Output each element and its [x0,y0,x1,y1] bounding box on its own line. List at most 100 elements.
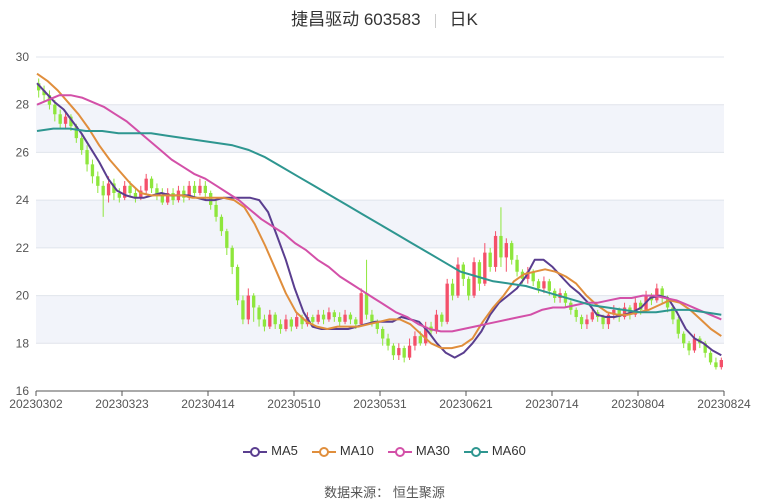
candle-body [209,192,213,205]
candle-body [246,295,250,320]
candle-body [139,190,143,198]
candle-body [708,352,713,363]
candle [402,345,406,363]
candle-body [235,266,240,301]
candle-body [477,262,482,284]
candle-body [230,247,234,267]
candle-body [295,317,299,327]
y-tick-label: 18 [16,336,30,350]
candle [343,309,347,325]
data-source-label: 数据来源： [324,485,390,500]
candle-body [703,343,707,353]
candle-body [719,359,723,368]
candle [461,262,465,287]
candle [359,288,363,327]
candle [467,276,471,301]
candle [708,350,713,365]
candle-body [96,176,100,186]
candle-body [434,314,439,332]
legend-label: MA5 [271,443,298,458]
candle [37,78,41,98]
candle-body [504,243,508,258]
legend-item-ma30[interactable]: MA30 [387,443,450,458]
candle [85,145,89,172]
candle-body [128,185,132,193]
candle [488,247,492,272]
candle [166,188,170,205]
candle-body [219,216,224,232]
candle [112,178,116,201]
candle-body [483,252,487,284]
legend-label: MA30 [415,443,450,458]
candle-body [187,185,191,198]
candle [80,133,84,155]
x-tick-label: 20230302 [9,397,63,411]
chart-title: 捷昌驱动 603583 日K [0,5,769,30]
candle-body [370,314,374,322]
candle-body [531,271,535,282]
y-tick-label: 16 [16,384,30,398]
candle [252,293,256,322]
candle-body [300,317,304,325]
candle-body [601,317,605,325]
candle [585,314,589,329]
candle-body [499,235,503,258]
candle [622,302,627,320]
candle [606,312,611,329]
candle-body [278,324,283,329]
candle-body [182,190,186,198]
candle-body [488,252,492,267]
candle-body [268,314,272,327]
candle [510,240,514,265]
candle [295,312,299,329]
candle [671,305,675,325]
candle-body [155,188,159,196]
candle [262,314,267,332]
candle [456,257,460,298]
candle-body [542,281,546,289]
candle [338,312,342,327]
candle-body [332,312,336,318]
candle [289,317,293,332]
candle-body [386,338,390,346]
candle-body [321,314,326,320]
candle-body [198,185,202,193]
candle-body [37,83,41,91]
candle-body [714,362,718,368]
candle-body [467,278,471,296]
candle-body [612,309,616,315]
candle-body [284,319,288,329]
candle-body [85,150,89,165]
candle [515,255,519,277]
candle [364,259,369,320]
x-tick-label: 20230414 [181,397,235,411]
candle-body [133,192,138,198]
candle-body [241,300,245,320]
candle [445,278,449,325]
candle [96,171,100,193]
legend-item-ma60[interactable]: MA60 [463,443,526,458]
candle [160,188,164,205]
candle [90,159,95,184]
candle-body [101,185,105,196]
candle [676,317,680,339]
candle-body [440,314,444,322]
legend-marker [463,446,488,457]
candle-body [112,183,116,193]
candle-body [391,345,396,356]
y-tick-label: 22 [16,241,30,255]
legend-item-ma5[interactable]: MA5 [243,443,298,458]
candle-body [692,338,697,351]
legend-item-ma10[interactable]: MA10 [311,443,374,458]
data-source-name: 恒生聚源 [392,485,445,500]
candle-body [402,348,406,358]
candle [386,333,390,351]
candle [440,312,444,327]
candle-body [203,185,207,193]
candle [579,314,584,329]
candle [133,188,138,203]
candle-body [585,319,589,325]
candle [477,259,482,291]
candle-body [655,288,659,301]
